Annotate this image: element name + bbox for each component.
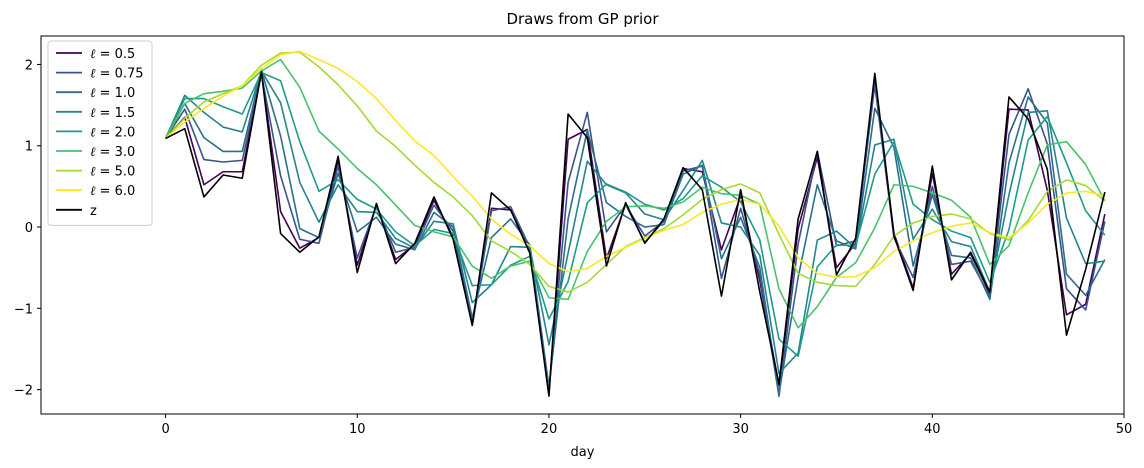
legend-label: ℓ = 1.0 (90, 86, 135, 101)
x-tick-label: 30 (732, 422, 749, 437)
series-line-8 (165, 70, 1106, 397)
legend-label: z (90, 204, 97, 219)
legend-label: ℓ = 0.5 (90, 47, 135, 62)
legend: ℓ = 0.5 ℓ = 0.75 ℓ = 1.0 ℓ = 1.5 ℓ = 2.0 ℓ = … (47, 40, 153, 226)
y-tick-label: 2 (25, 58, 33, 73)
series-line-5 (164, 58, 1106, 329)
series-line-7 (165, 50, 1106, 279)
legend-label: ℓ = 3.0 (90, 145, 135, 160)
x-tick-label: 0 (161, 422, 169, 437)
series-line-4 (164, 71, 1106, 358)
chart-title: Draws from GP prior (506, 10, 659, 28)
x-tick-label: 40 (924, 422, 941, 437)
y-tick-label: −2 (14, 384, 33, 399)
legend-label: ℓ = 6.0 (90, 184, 135, 199)
series-line-1 (164, 73, 1106, 397)
series-line-6 (165, 51, 1106, 293)
y-tick-label: 1 (25, 140, 33, 155)
legend-label: ℓ = 2.0 (90, 125, 135, 140)
legend-label: ℓ = 5.0 (90, 165, 135, 180)
x-tick-label: 50 (1116, 422, 1133, 437)
series-line-3 (164, 70, 1105, 375)
legend-label: ℓ = 1.5 (90, 106, 135, 121)
x-tick-label: 10 (349, 422, 366, 437)
plot-frame (40, 35, 1125, 415)
series-lines (164, 50, 1106, 397)
legend-box (47, 40, 153, 226)
y-tick-label: 0 (25, 221, 33, 236)
x-tick-label: 20 (541, 422, 558, 437)
y-tick-label: −1 (14, 302, 33, 317)
axis-ticks: 0 10 20 30 40 50 −2 −1 0 1 2 (14, 58, 1132, 437)
series-line-2 (164, 69, 1106, 395)
x-axis-title: day (571, 445, 595, 460)
legend-label: ℓ = 0.75 (90, 67, 144, 82)
